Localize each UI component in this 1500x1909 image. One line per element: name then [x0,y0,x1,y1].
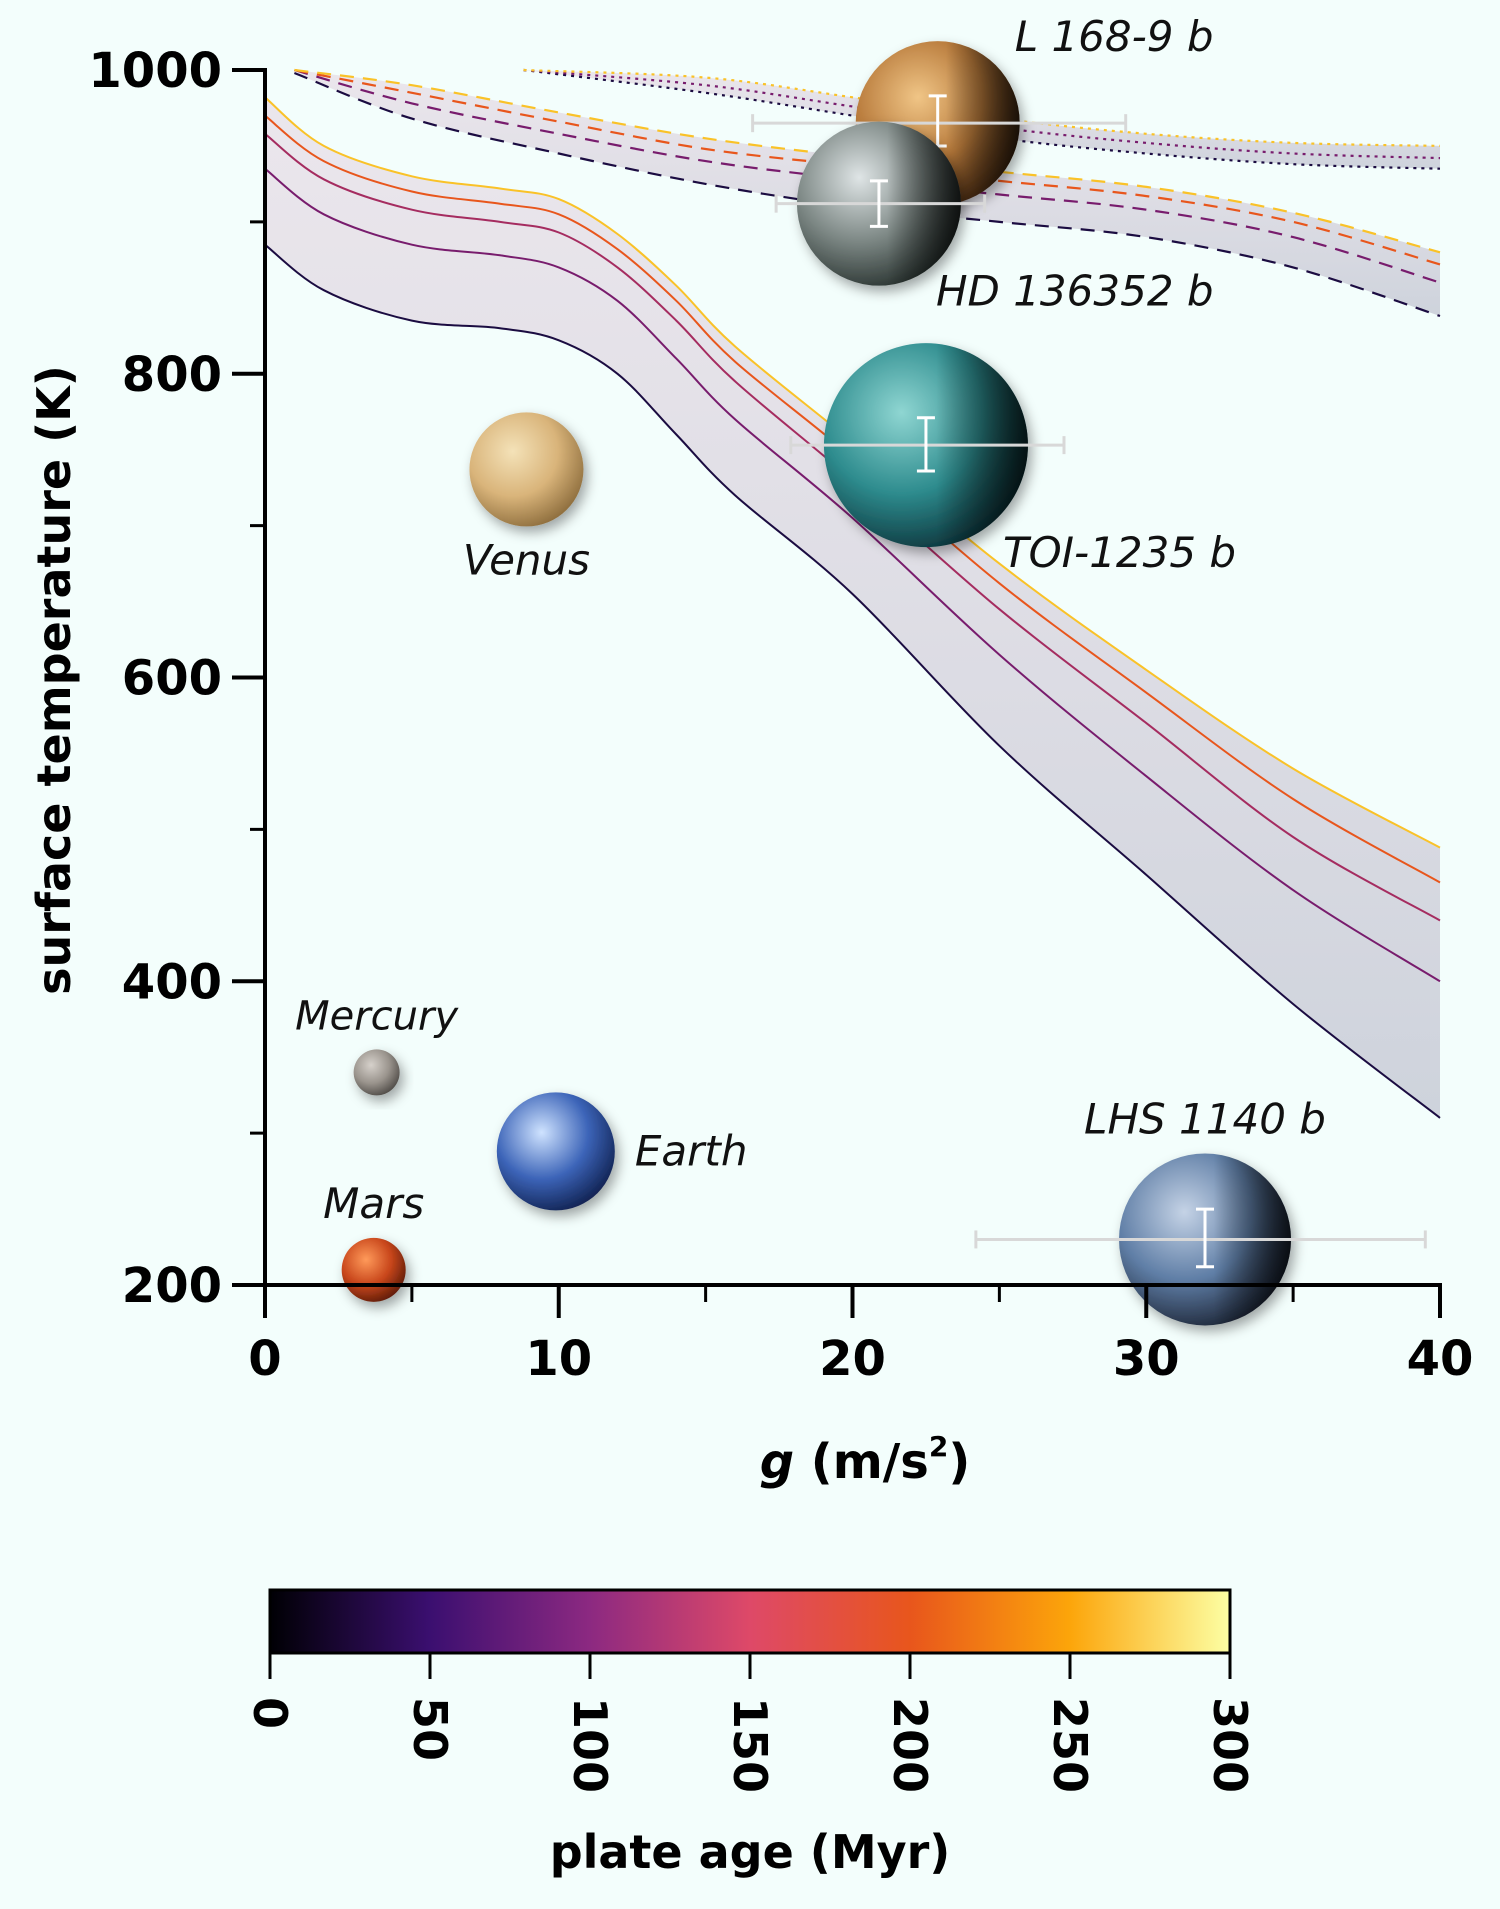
curve-solid-age-200 [264,114,1441,884]
planet-toi-1235-b: TOI-1235 b [789,343,1236,577]
x-axis-label-close: ) [948,1434,970,1490]
error-bars-hd-136352-b [774,179,987,228]
curve-dashed-age-100 [294,68,1441,284]
colorbar-tick-label: 150 [723,1697,777,1793]
planets: Venus Mercury Earth Mars L 168-9 b HD 136352 … [295,12,1427,1326]
planet-label-lhs-1140-b: LHS 1140 b [1084,1094,1326,1143]
planet-mercury: Mercury [295,993,459,1096]
colorbar-tick-label: 50 [403,1697,457,1761]
planet-label-l-168-9-b: L 168-9 b [1015,12,1214,61]
curve-solid-age-100 [264,167,1441,983]
planet-disc-mars [341,1237,406,1302]
planet-label-hd-136352-b: HD 136352 b [936,267,1214,316]
ticks: 200 400 600 800 1000 0 10 20 30 40 [88,43,1473,1387]
planet-venus: Venus [463,412,590,584]
y-tick-label: 800 [122,347,222,403]
x-axis-label: g (m/s2) [760,1430,971,1490]
x-axis-label-sup: 2 [929,1430,948,1463]
y-tick-label: 1000 [88,43,222,99]
colorbar: 0 50 100 150 200 250 300 plate age (Myr) [243,1588,1257,1879]
planet-disc-earth [496,1092,615,1211]
colorbar-label: plate age (Myr) [550,1825,951,1879]
curve-solid-age-0 [264,243,1441,1119]
y-tick-label: 200 [122,1258,222,1314]
planet-label-mercury: Mercury [295,993,459,1039]
planet-label-mars: Mars [323,1179,424,1228]
colorbar-tick-label: 300 [1203,1697,1257,1793]
x-axis-label-unit: (m/s [794,1434,929,1490]
planet-label-earth: Earth [635,1126,748,1175]
colorbar-tick-label: 200 [883,1697,937,1793]
colorbar-ticks: 0 50 100 150 200 250 300 [243,1653,1257,1793]
planet-disc-mercury [353,1049,400,1096]
x-tick-label: 20 [819,1331,886,1387]
curve-solid-age-300 [264,96,1441,849]
planet-lhs-1140-b: LHS 1140 b [974,1094,1427,1326]
error-bars-lhs-1140-b [974,1207,1427,1269]
x-tick-label: 30 [1113,1331,1180,1387]
colorbar-tick-label: 100 [563,1697,617,1793]
y-axis-label: surface temperature (K) [27,365,81,995]
colorbar-tick-label: 250 [1043,1697,1097,1793]
colorbar-tick-label: 0 [243,1697,297,1729]
planet-disc-venus [469,412,584,527]
x-tick-label: 40 [1407,1331,1474,1387]
band-fill-solid [265,97,1440,1118]
planet-hd-136352-b: HD 136352 b [774,121,1214,316]
band-solid [264,96,1441,1119]
colorbar-gradient [268,1588,1232,1655]
x-tick-label: 10 [525,1331,592,1387]
x-tick-label: 0 [248,1331,281,1387]
planet-label-toi-1235-b: TOI-1235 b [1003,528,1236,577]
curve-dashed-age-200 [294,68,1441,266]
y-tick-label: 600 [122,651,222,707]
x-axis-label-symbol: g [760,1434,794,1490]
y-tick-label: 400 [122,954,222,1010]
error-bars-toi-1235-b [789,416,1066,473]
curve-solid-age-150 [264,133,1441,922]
planet-label-venus: Venus [463,535,590,584]
planet-earth: Earth [496,1092,748,1211]
